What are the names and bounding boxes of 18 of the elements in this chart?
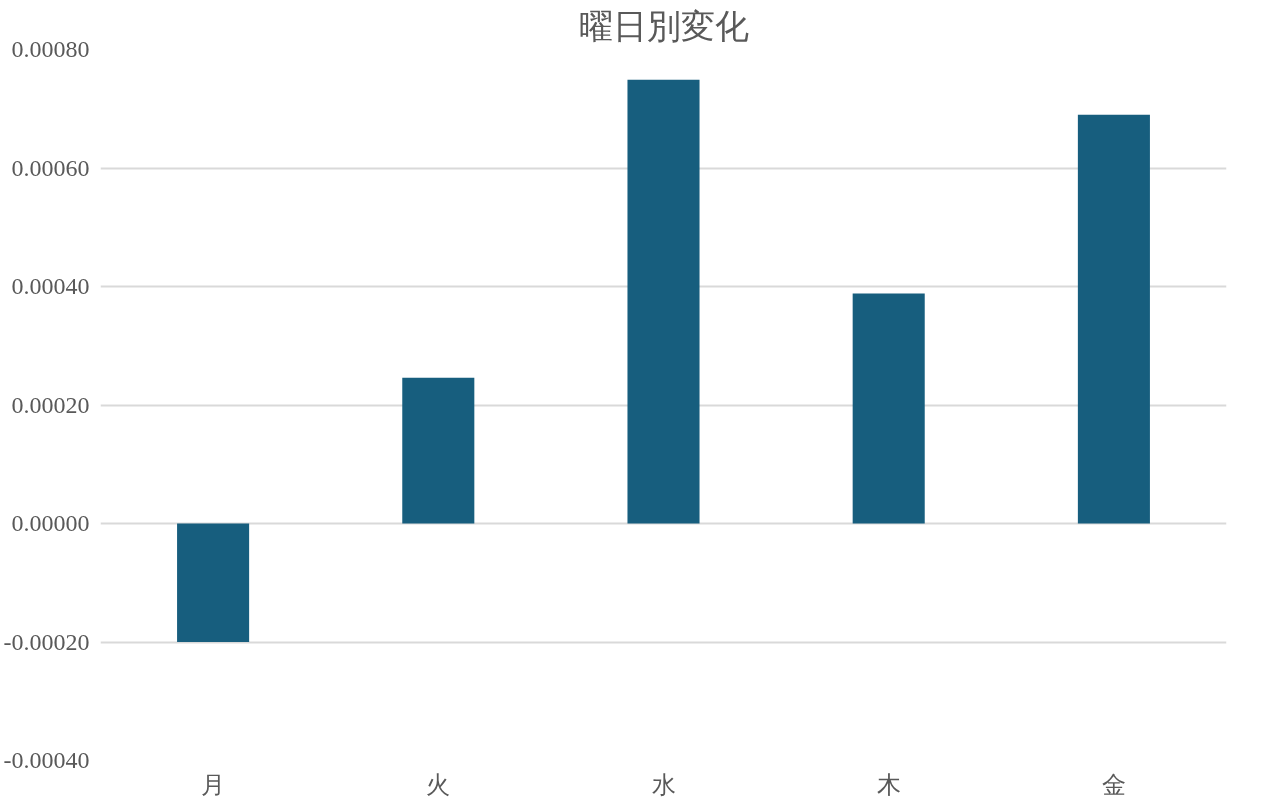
x-tick-label: 水 bbox=[651, 771, 676, 798]
bar bbox=[402, 377, 475, 524]
bar bbox=[627, 79, 700, 524]
chart-title: 曜日別変化 bbox=[578, 7, 749, 45]
y-tick-label: 0.00080 bbox=[11, 36, 90, 62]
bar bbox=[1077, 114, 1150, 524]
x-tick-label: 金 bbox=[1101, 771, 1126, 798]
y-tick-label: -0.00040 bbox=[3, 747, 90, 773]
x-tick-label: 月 bbox=[201, 771, 226, 798]
bar bbox=[177, 523, 250, 642]
x-tick-label: 火 bbox=[426, 771, 451, 798]
y-tick-label: 0.00040 bbox=[11, 273, 90, 299]
y-tick-label: 0.00020 bbox=[11, 391, 90, 418]
bar bbox=[852, 293, 925, 524]
y-tick-label: 0.00000 bbox=[11, 510, 90, 536]
y-tick-label: -0.00020 bbox=[3, 628, 90, 655]
x-tick-label: 木 bbox=[876, 771, 901, 798]
y-tick-label: 0.00060 bbox=[11, 154, 90, 181]
